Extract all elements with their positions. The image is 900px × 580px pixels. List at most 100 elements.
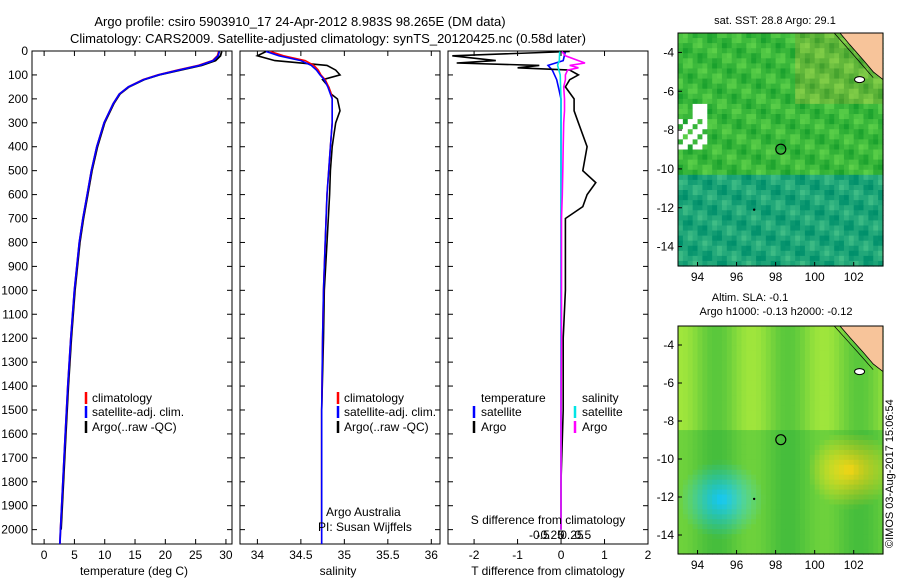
heatmap-cell (746, 38, 752, 44)
heatmap-cell (868, 68, 874, 75)
heatmap-cell (785, 164, 791, 171)
heatmap-cell (848, 454, 855, 461)
heatmap-cell (687, 474, 694, 481)
heatmap-cell (800, 149, 806, 156)
heatmap-cell (736, 190, 743, 196)
heatmap-cell (765, 459, 772, 466)
heatmap-cell (721, 255, 728, 262)
heatmap-cell (697, 524, 703, 530)
heatmap-cell (765, 68, 772, 75)
heatmap-cell (687, 464, 694, 471)
heatmap-cell (878, 174, 884, 181)
heatmap-cell (804, 544, 811, 550)
heatmap-cell (839, 195, 845, 201)
heatmap-cell (809, 375, 816, 382)
heatmap-cell (726, 449, 733, 456)
heatmap-cell (760, 190, 767, 196)
heatmap-cell (712, 335, 718, 342)
heatmap-cell (790, 210, 796, 216)
heatmap-cell (736, 400, 743, 406)
heatmap-cell (873, 415, 879, 421)
heatmap-cell (824, 430, 830, 436)
heatmap-cell (726, 174, 733, 181)
heatmap-cell (707, 410, 713, 416)
heatmap-cell (746, 415, 752, 421)
heatmap-cell (785, 139, 791, 146)
heatmap-cell (834, 169, 840, 176)
heatmap-cell (756, 245, 762, 252)
heatmap-cell (848, 255, 855, 262)
heatmap-cell (721, 449, 728, 456)
heatmap-cell (770, 454, 777, 461)
heatmap-cell (687, 154, 694, 161)
heatmap-cell (741, 48, 747, 54)
heatmap-cell (790, 195, 796, 201)
heatmap-cell (780, 400, 786, 406)
heatmap-cell (848, 375, 855, 382)
heatmap-cell (834, 484, 840, 491)
heatmap-cell (736, 514, 743, 520)
heatmap-cell (839, 449, 845, 456)
heatmap-cell (697, 350, 703, 357)
heatmap-cell (868, 200, 874, 206)
heatmap-cell (692, 139, 699, 146)
heatmap-cell (712, 58, 718, 64)
heatmap-cell (717, 335, 723, 342)
heatmap-cell (800, 549, 806, 555)
heatmap-cell (678, 524, 684, 530)
heatmap-cell (814, 365, 821, 372)
heatmap-cell (775, 195, 782, 201)
heatmap-cell (751, 360, 757, 367)
heatmap-cell (775, 504, 782, 510)
heatmap-cell (682, 134, 689, 140)
heatmap-cell (785, 53, 791, 59)
heatmap-cell (873, 509, 879, 515)
heatmap-cell (848, 73, 855, 80)
heatmap-cell (824, 365, 830, 372)
heatmap-cell (819, 494, 826, 501)
heatmap-cell (873, 459, 879, 466)
heatmap-cell (756, 200, 762, 206)
heatmap-cell (697, 380, 703, 387)
heatmap-cell (731, 519, 738, 525)
heatmap-cell (834, 449, 840, 456)
heatmap-cell (780, 365, 786, 372)
heatmap-cell (726, 179, 733, 186)
heatmap-cell (858, 68, 865, 75)
heatmap-cell (687, 326, 694, 332)
heatmap-cell (804, 534, 811, 540)
heatmap-cell (834, 479, 840, 486)
heatmap-cell (707, 205, 713, 211)
heatmap-cell (829, 469, 835, 476)
heatmap-cell (800, 400, 806, 406)
heatmap-cell (721, 504, 728, 510)
heatmap-cell (751, 469, 757, 476)
heatmap-cell (687, 430, 694, 436)
heatmap-cell (804, 440, 811, 446)
heatmap-cell (682, 385, 689, 392)
heatmap-cell (858, 240, 865, 247)
heatmap-cell (858, 425, 865, 431)
heatmap-cell (687, 48, 694, 54)
heatmap-cell (682, 250, 689, 257)
heatmap-cell (809, 420, 816, 426)
heatmap-cell (760, 464, 767, 471)
heatmap-cell (697, 385, 703, 392)
heatmap-cell (775, 474, 782, 481)
heatmap-cell (790, 330, 796, 337)
heatmap-cell (785, 459, 791, 466)
heatmap-cell (829, 440, 835, 446)
heatmap-cell (702, 154, 708, 161)
x-tick-label: 15 (128, 548, 142, 562)
heatmap-cell (814, 385, 821, 392)
heatmap-cell (692, 225, 699, 232)
heatmap-cell (843, 534, 850, 540)
heatmap-cell (682, 380, 689, 387)
heatmap-cell (717, 410, 723, 416)
heatmap-cell (678, 484, 684, 491)
heatmap-cell (702, 195, 708, 201)
heatmap-cell (858, 159, 865, 166)
heatmap-cell (731, 464, 738, 471)
heatmap-cell (770, 210, 777, 216)
heatmap-cell (795, 330, 801, 337)
